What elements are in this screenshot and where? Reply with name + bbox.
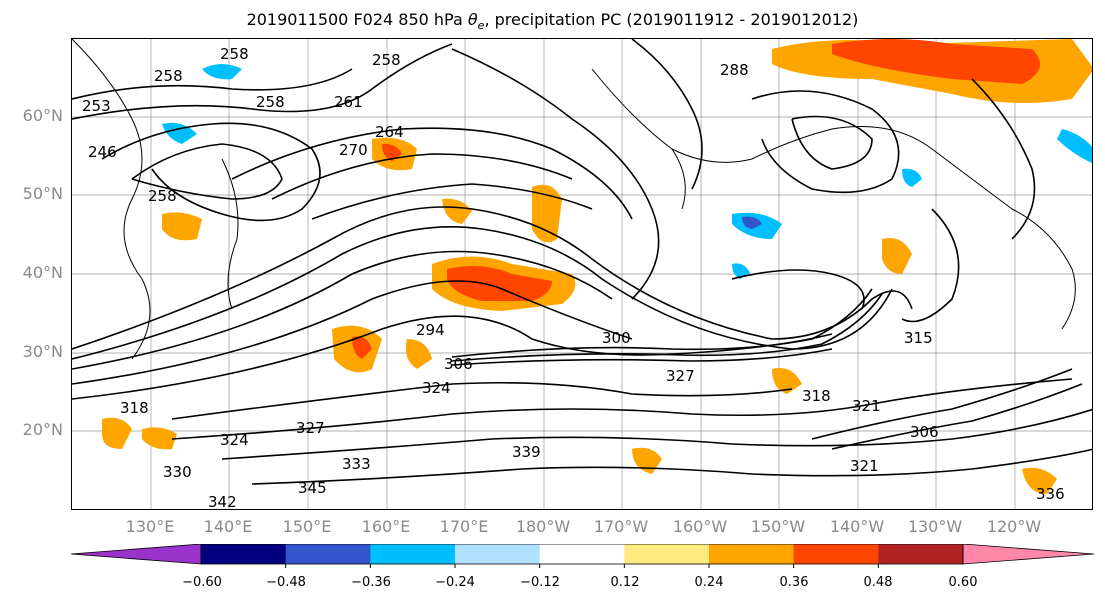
- lon-label: 170°E: [439, 517, 489, 536]
- lat-label: 40°N: [22, 263, 63, 282]
- colorbar-cell: [709, 544, 795, 564]
- contour-label: 246: [88, 143, 117, 161]
- lat-label: 60°N: [22, 106, 63, 125]
- contour-label: 342: [208, 493, 237, 510]
- colorbar-tick-label: −0.12: [520, 575, 560, 590]
- colorbar-tick-label: 0.12: [610, 575, 640, 590]
- map-canvas: 258 258 258 258 253 246 258 261 264 270 …: [72, 39, 1092, 510]
- contour-label: 258: [148, 187, 177, 205]
- contour-label: 345: [298, 479, 327, 497]
- contour-label: 324: [220, 431, 249, 449]
- lon-label: 140°W: [829, 517, 885, 536]
- colorbar-cell: [624, 544, 710, 564]
- lon-label: 180°W: [515, 517, 571, 536]
- contour-label: 253: [82, 97, 111, 115]
- contour-label: 258: [220, 45, 249, 63]
- contour-label: 339: [512, 443, 541, 461]
- colorbar-cell: [455, 544, 541, 564]
- colorbar-extend-high: [962, 544, 1095, 565]
- contour-label: 318: [120, 399, 149, 417]
- colorbar-tick-label: 0.24: [694, 575, 724, 590]
- colorbar-tick-label: 0.60: [948, 575, 978, 590]
- colorbar-tick-label: −0.60: [182, 575, 222, 590]
- contour-label: 306: [444, 355, 473, 373]
- contour-label: 261: [334, 93, 363, 111]
- contour-label: 327: [296, 419, 325, 437]
- contour-label: 258: [154, 67, 183, 85]
- lat-label: 20°N: [22, 420, 63, 439]
- title-suffix: , precipitation PC (2019011912 - 2019012…: [484, 10, 859, 29]
- contour-label: 300: [602, 329, 631, 347]
- contour-label: 321: [850, 457, 879, 475]
- title-theta: θ: [467, 10, 478, 29]
- lon-label: 160°E: [361, 517, 411, 536]
- colorbar-extend-low: [70, 544, 202, 565]
- contour-label: 258: [256, 93, 285, 111]
- colorbar-cell: [370, 544, 456, 564]
- lon-label: 150°W: [750, 517, 806, 536]
- colorbar-cell: [539, 544, 625, 564]
- colorbar-frame: [200, 544, 964, 565]
- contour-label: 315: [904, 329, 933, 347]
- figure-title: 2019011500 F024 850 hPa θe, precipitatio…: [0, 10, 1105, 32]
- colorbar-cell: [285, 544, 371, 564]
- map-panel: 258 258 258 258 253 246 258 261 264 270 …: [71, 38, 1093, 510]
- colorbar-tick-label: 0.36: [779, 575, 809, 590]
- contour-label: 270: [339, 141, 368, 159]
- colorbar-tick-label: −0.36: [351, 575, 391, 590]
- colorbar-cell: [793, 544, 879, 564]
- lon-label: 140°E: [203, 517, 253, 536]
- colorbar-tick-label: −0.24: [435, 575, 475, 590]
- lon-label: 130°W: [907, 517, 963, 536]
- lat-label: 50°N: [22, 184, 63, 203]
- contour-label: 288: [720, 61, 749, 79]
- contour-label: 264: [375, 123, 404, 141]
- lon-label: 170°W: [593, 517, 649, 536]
- contour-label: 336: [1036, 485, 1065, 503]
- contour-label: 294: [416, 321, 445, 339]
- lon-label: 120°W: [986, 517, 1042, 536]
- contour-labels: 258 258 258 258 253 246 258 261 264 270 …: [82, 45, 1065, 510]
- contour-label: 318: [802, 387, 831, 405]
- colorbar-tick-label: −0.48: [266, 575, 306, 590]
- colorbar-cell: [201, 544, 287, 564]
- theta-e-contours: [72, 39, 1092, 485]
- lon-label: 130°E: [125, 517, 175, 536]
- contour-label: 321: [852, 397, 881, 415]
- contour-label: 330: [163, 463, 192, 481]
- precip-shading: [102, 39, 1092, 494]
- lon-label: 160°W: [672, 517, 728, 536]
- lat-label: 30°N: [22, 342, 63, 361]
- colorbar: [70, 544, 1095, 568]
- title-prefix: 2019011500 F024 850 hPa: [246, 10, 468, 29]
- graticule: [72, 39, 1092, 509]
- contour-label: 327: [666, 367, 695, 385]
- colorbar-cell: [878, 544, 964, 564]
- contour-label: 306: [910, 423, 939, 441]
- contour-label: 258: [372, 51, 401, 69]
- lon-label: 150°E: [282, 517, 332, 536]
- contour-label: 333: [342, 455, 371, 473]
- colorbar-tick-label: 0.48: [863, 575, 893, 590]
- title-theta-subscript: e: [477, 19, 485, 33]
- contour-label: 324: [422, 379, 451, 397]
